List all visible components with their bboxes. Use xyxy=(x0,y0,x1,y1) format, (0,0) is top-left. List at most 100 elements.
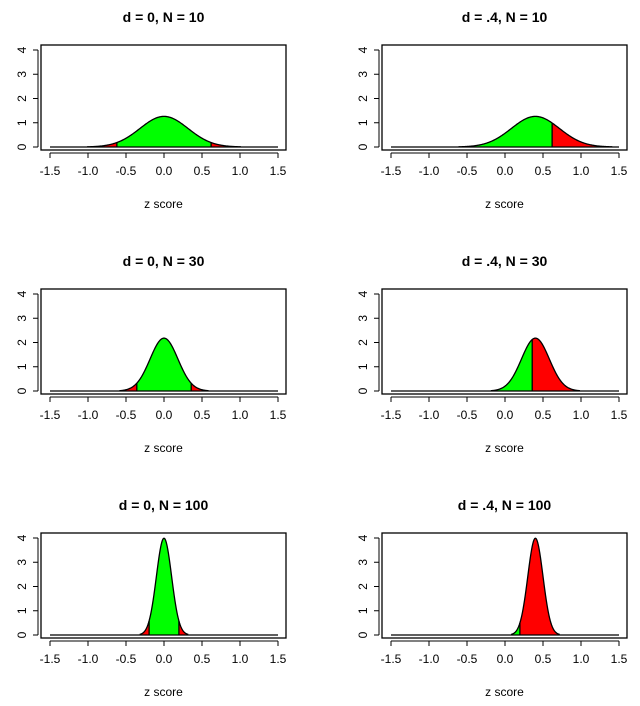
x-tick-label: -0.5 xyxy=(116,164,137,178)
density-curve xyxy=(139,537,189,636)
x-tick-label: -1.0 xyxy=(78,652,99,666)
x-tick-label: 1.5 xyxy=(270,408,287,422)
x-tick-label: 1.0 xyxy=(573,652,590,666)
x-tick-label: 1.5 xyxy=(611,652,628,666)
acceptance-region xyxy=(511,622,520,635)
x-tick-label: -1.0 xyxy=(419,408,440,422)
plot-box xyxy=(40,532,287,639)
panel-6: d = .4, N = 100 -1.5 -1.0 -0.5 0.0 0.5 1.0 1.5 0… xyxy=(356,497,628,699)
panel-title: d = 0, N = 30 xyxy=(123,253,205,269)
panel-title: d = .4, N = 10 xyxy=(462,9,548,25)
y-tick-label: 3 xyxy=(15,315,29,322)
y-tick-label: 1 xyxy=(15,607,29,614)
x-tick-label: 1.5 xyxy=(611,408,628,422)
density-curve xyxy=(490,337,580,392)
y-tick-label: 4 xyxy=(356,290,370,297)
x-axis-label: z score xyxy=(144,441,183,455)
y-tick-label: 4 xyxy=(15,534,29,541)
plot-box xyxy=(381,532,628,639)
rejection-region-lower xyxy=(119,383,137,391)
x-tick-label: 0.5 xyxy=(194,164,211,178)
x-axis-label: z score xyxy=(485,197,524,211)
y-tick-label: 0 xyxy=(356,143,370,150)
y-tick-label: 4 xyxy=(15,290,29,297)
x-tick-label: -1.5 xyxy=(40,164,61,178)
plot-box xyxy=(381,288,628,395)
rejection-region-upper xyxy=(178,620,189,635)
x-axis-label: z score xyxy=(144,685,183,699)
density-curve xyxy=(119,337,209,392)
x-tick-label: 1.0 xyxy=(232,408,249,422)
y-tick-label: 1 xyxy=(356,119,370,126)
x-axis-label: z score xyxy=(485,441,524,455)
y-tick-label: 0 xyxy=(15,143,29,150)
rejection-region-upper xyxy=(552,122,613,147)
rejection-region-upper xyxy=(532,338,580,391)
rejection-region-upper xyxy=(211,142,241,147)
plot-box xyxy=(381,44,628,151)
y-tick-label: 1 xyxy=(15,363,29,370)
x-tick-label: -0.5 xyxy=(457,652,478,666)
x-tick-label: -1.0 xyxy=(78,164,99,178)
acceptance-region xyxy=(116,116,212,147)
y-tick-label: 1 xyxy=(15,119,29,126)
x-tick-label: -1.5 xyxy=(40,408,61,422)
y-tick-label: 2 xyxy=(15,339,29,346)
panel-title: d = .4, N = 100 xyxy=(458,497,552,513)
x-tick-label: -1.0 xyxy=(78,408,99,422)
rejection-region-lower xyxy=(87,142,117,147)
panel-title: d = 0, N = 100 xyxy=(119,497,209,513)
y-tick-label: 0 xyxy=(356,387,370,394)
panel-4: d = .4, N = 30 -1.5 -1.0 -0.5 0.0 0.5 1.0 1.5 0 1… xyxy=(356,253,628,455)
y-tick-label: 4 xyxy=(356,534,370,541)
y-tick-label: 2 xyxy=(356,339,370,346)
x-axis-label: z score xyxy=(485,685,524,699)
x-tick-label: 0.5 xyxy=(535,408,552,422)
x-tick-label: 1.5 xyxy=(270,652,287,666)
y-tick-label: 0 xyxy=(15,387,29,394)
x-tick-label: 1.0 xyxy=(573,408,590,422)
x-tick-label: 1.0 xyxy=(232,652,249,666)
panel-1: d = 0, N = 10 -1.5 -1.0 -0.5 0.0 0.5 1.0 1.5 0 1 2… xyxy=(15,9,287,211)
panel-title: d = .4, N = 30 xyxy=(462,253,548,269)
panel-2: d = .4, N = 10 -1.5 -1.0 -0.5 0.0 0.5 1.0 1.5 0 1… xyxy=(356,9,628,211)
x-tick-label: 0.5 xyxy=(535,652,552,666)
y-tick-label: 2 xyxy=(356,583,370,590)
acceptance-region xyxy=(458,116,553,147)
y-tick-label: 3 xyxy=(356,559,370,566)
acceptance-region xyxy=(136,338,192,391)
x-tick-label: 0.0 xyxy=(156,408,173,422)
y-tick-label: 2 xyxy=(15,95,29,102)
x-tick-label: -1.5 xyxy=(40,652,61,666)
x-axis-label: z score xyxy=(144,197,183,211)
rejection-region-upper xyxy=(191,383,209,391)
y-tick-label: 0 xyxy=(15,631,29,638)
acceptance-region xyxy=(149,538,179,635)
y-tick-label: 3 xyxy=(15,71,29,78)
acceptance-region xyxy=(490,339,533,391)
x-tick-label: 0.0 xyxy=(497,164,514,178)
y-tick-label: 3 xyxy=(356,71,370,78)
x-tick-label: -1.5 xyxy=(381,408,402,422)
y-tick-label: 2 xyxy=(356,95,370,102)
y-tick-label: 4 xyxy=(15,46,29,53)
y-tick-label: 4 xyxy=(356,46,370,53)
x-tick-label: 1.0 xyxy=(232,164,249,178)
x-tick-label: 0.0 xyxy=(156,652,173,666)
y-tick-label: 1 xyxy=(356,363,370,370)
x-tick-label: -1.0 xyxy=(419,164,440,178)
x-tick-label: -1.5 xyxy=(381,652,402,666)
x-tick-label: -1.5 xyxy=(381,164,402,178)
x-tick-label: 0.5 xyxy=(535,164,552,178)
density-curve xyxy=(87,115,241,148)
x-tick-label: -1.0 xyxy=(419,652,440,666)
x-tick-label: -0.5 xyxy=(457,164,478,178)
panel-3: d = 0, N = 30 -1.5 -1.0 -0.5 0.0 0.5 1.0 1.5 0 1 2… xyxy=(15,253,287,455)
x-tick-label: -0.5 xyxy=(457,408,478,422)
y-tick-label: 0 xyxy=(356,631,370,638)
plot-box xyxy=(40,288,287,395)
plot-box xyxy=(40,44,287,151)
x-tick-label: 0.0 xyxy=(156,164,173,178)
y-tick-label: 3 xyxy=(15,559,29,566)
